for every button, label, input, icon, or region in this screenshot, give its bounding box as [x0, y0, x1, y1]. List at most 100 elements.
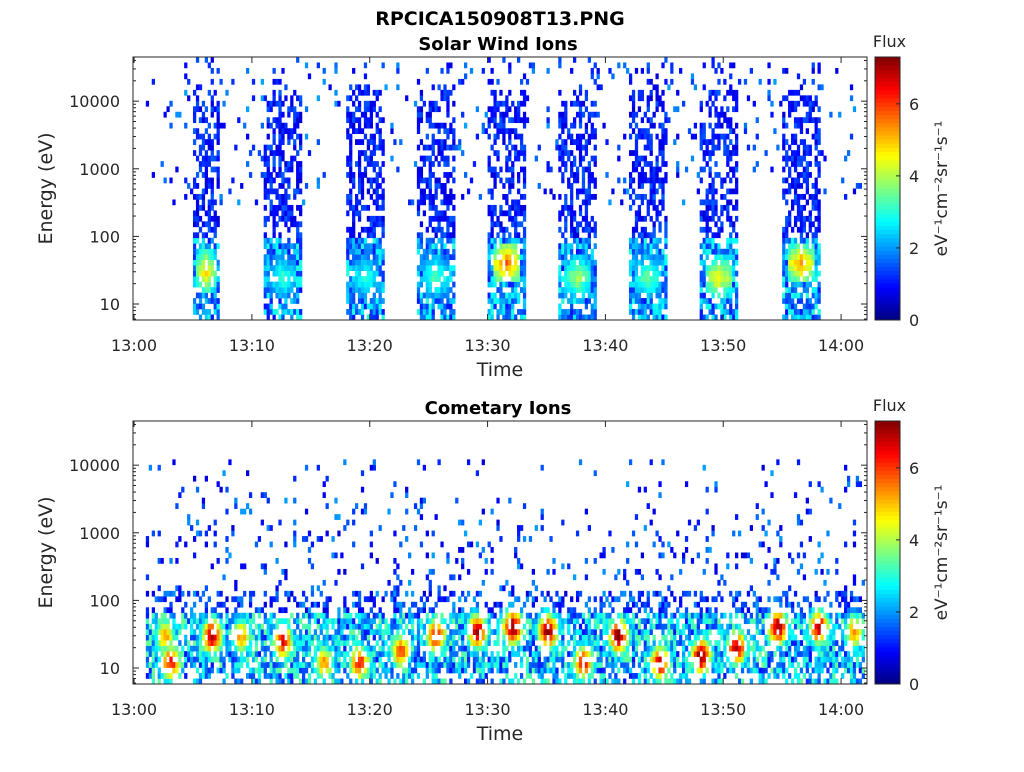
heatmap-cell: [417, 646, 420, 652]
heatmap-cell: [420, 618, 423, 624]
heatmap-cell: [278, 112, 281, 118]
heatmap-cell: [379, 128, 382, 134]
colorbar-segment: [875, 131, 900, 136]
heatmap-cell: [426, 254, 429, 260]
heatmap-cell: [205, 167, 208, 173]
heatmap-cell: [199, 134, 202, 140]
heatmap-cell: [146, 651, 149, 657]
heatmap-cell: [193, 679, 196, 685]
heatmap-cell: [270, 309, 273, 315]
colorbar-segment: [875, 102, 900, 107]
heatmap-cell: [467, 613, 470, 619]
heatmap-cell: [340, 679, 343, 685]
heatmap-cell: [788, 260, 791, 266]
heatmap-cell: [482, 509, 485, 515]
heatmap-cell: [367, 271, 370, 277]
heatmap-cell: [803, 167, 806, 173]
heatmap-cell: [491, 205, 494, 211]
heatmap-cell: [219, 602, 222, 608]
heatmap-cell: [720, 183, 723, 189]
heatmap-cell: [467, 646, 470, 652]
heatmap-cell: [373, 243, 376, 249]
heatmap-cell: [470, 607, 473, 613]
heatmap-cell: [217, 68, 220, 74]
heatmap-cell: [455, 662, 458, 668]
heatmap-cell: [476, 646, 479, 652]
heatmap-cell: [376, 95, 379, 101]
heatmap-cell: [367, 205, 370, 211]
heatmap-cell: [331, 618, 334, 624]
heatmap-cell: [629, 73, 632, 79]
heatmap-cell: [582, 178, 585, 184]
heatmap-cell: [284, 640, 287, 646]
heatmap-cell: [579, 84, 582, 90]
heatmap-cell: [196, 520, 199, 526]
heatmap-cell: [420, 662, 423, 668]
heatmap-cell: [249, 150, 252, 156]
heatmap-cell: [420, 309, 423, 315]
heatmap-cell: [573, 227, 576, 233]
heatmap-cell: [426, 635, 429, 641]
heatmap-cell: [217, 635, 220, 641]
heatmap-cell: [361, 194, 364, 200]
heatmap-cell: [720, 123, 723, 129]
heatmap-cell: [311, 591, 314, 597]
heatmap-cell: [326, 531, 329, 537]
heatmap-cell: [196, 646, 199, 652]
heatmap-cell: [661, 271, 664, 277]
heatmap-cell: [467, 569, 470, 575]
heatmap-cell: [264, 216, 267, 222]
heatmap-cell: [376, 254, 379, 260]
heatmap-cell: [202, 635, 205, 641]
heatmap-cell: [650, 117, 653, 123]
heatmap-cell: [358, 117, 361, 123]
heatmap-cell: [732, 167, 735, 173]
heatmap-cell: [511, 221, 514, 227]
heatmap-cell: [588, 117, 591, 123]
heatmap-cell: [567, 210, 570, 216]
heatmap-cell: [647, 68, 650, 74]
heatmap-cell: [523, 287, 526, 293]
heatmap-cell: [358, 298, 361, 304]
heatmap-cell: [720, 276, 723, 282]
heatmap-cell: [417, 459, 420, 465]
heatmap-cell: [193, 646, 196, 652]
heatmap-cell: [635, 227, 638, 233]
heatmap-cell: [211, 657, 214, 663]
heatmap-cell: [446, 276, 449, 282]
heatmap-cell: [661, 304, 664, 310]
heatmap-cell: [573, 271, 576, 277]
heatmap-cell: [217, 646, 220, 652]
heatmap-cell: [202, 194, 205, 200]
heatmap-cell: [567, 134, 570, 140]
heatmap-cell: [709, 238, 712, 244]
heatmap-cell: [193, 304, 196, 310]
heatmap-cell: [726, 172, 729, 178]
heatmap-cell: [196, 199, 199, 205]
heatmap-cell: [373, 178, 376, 184]
y-axis-label: Energy (eV): [35, 132, 57, 244]
heatmap-cell: [164, 651, 167, 657]
heatmap-cell: [437, 265, 440, 271]
heatmap-cell: [791, 282, 794, 288]
heatmap-cell: [152, 640, 155, 646]
y-tick-label: 10000: [69, 92, 120, 111]
heatmap-cell: [234, 613, 237, 619]
heatmap-cell: [437, 150, 440, 156]
heatmap-cell: [723, 293, 726, 299]
heatmap-cell: [458, 646, 461, 652]
heatmap-cell: [175, 651, 178, 657]
heatmap-cell: [237, 668, 240, 674]
heatmap-cell: [296, 673, 299, 679]
heatmap-cell: [273, 673, 276, 679]
heatmap-cell: [299, 668, 302, 674]
heatmap-cell: [806, 260, 809, 266]
heatmap-cell: [405, 624, 408, 630]
heatmap-cell: [249, 172, 252, 178]
heatmap-cell: [591, 172, 594, 178]
heatmap-cell: [514, 227, 517, 233]
heatmap-cell: [284, 618, 287, 624]
heatmap-cell: [476, 542, 479, 548]
heatmap-cell: [273, 178, 276, 184]
heatmap-cell: [440, 298, 443, 304]
